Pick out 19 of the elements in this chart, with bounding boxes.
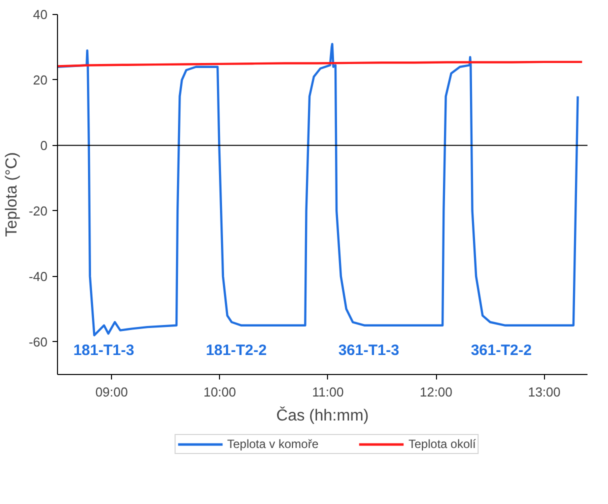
x-tick-label: 09:00 <box>95 384 128 400</box>
annotation: 181-T1-3 <box>73 342 134 359</box>
legend-label: Teplota v komoře <box>227 437 318 451</box>
x-tick-label: 13:00 <box>528 384 561 400</box>
y-tick-label: 40 <box>33 7 48 22</box>
annotation: 361-T1-3 <box>338 342 400 359</box>
x-tick-label: 12:00 <box>420 384 452 400</box>
x-tick-label: 10:00 <box>203 384 236 400</box>
x-tick-label: 11:00 <box>312 384 344 400</box>
y-tick-label: -40 <box>28 268 48 284</box>
y-tick-label: -20 <box>28 203 48 218</box>
legend-label: Teplota okolí <box>408 437 476 451</box>
y-tick-label: 0 <box>40 138 48 153</box>
annotation: 361-T2-2 <box>470 342 532 359</box>
annotation: 181-T2-2 <box>206 342 267 359</box>
x-axis-title: Čas (hh:mm) <box>276 406 369 424</box>
y-tick-label: -60 <box>28 334 48 350</box>
y-axis-title: Teplota (°C) <box>4 152 21 237</box>
y-tick-label: 20 <box>33 72 48 88</box>
